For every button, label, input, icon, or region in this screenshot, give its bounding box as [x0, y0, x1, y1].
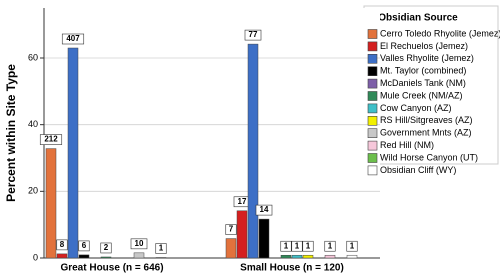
- data-label-box: [61, 33, 85, 45]
- data-label-box: [78, 240, 90, 252]
- bar: [78, 254, 90, 259]
- data-label: 1: [284, 241, 289, 250]
- bar: [247, 43, 259, 259]
- legend-swatch: [367, 116, 378, 126]
- bar: [67, 47, 79, 259]
- data-label: 1: [159, 244, 164, 253]
- x-tick-label: Small House (n = 120): [240, 263, 344, 274]
- y-tick-label: 60: [28, 52, 38, 62]
- data-label: 77: [249, 30, 258, 39]
- bar: [155, 257, 167, 259]
- legend-label: McDaniels Tank (NM): [380, 78, 466, 88]
- data-label: 17: [238, 197, 247, 206]
- data-label: 2: [104, 243, 109, 252]
- bar: [225, 238, 237, 259]
- data-label-box: [39, 134, 63, 145]
- bar: [280, 254, 292, 259]
- legend-swatch: [367, 29, 378, 39]
- bar: [291, 254, 303, 259]
- data-label-box: [346, 240, 358, 252]
- data-label-box: [291, 240, 303, 252]
- legend-label: Obsidian Cliff (WY): [380, 165, 456, 175]
- legend-label: RS Hill/Sitgreaves (AZ): [380, 115, 473, 125]
- data-label: 6: [82, 241, 87, 250]
- legend-swatch: [367, 128, 378, 138]
- legend-swatch: [367, 165, 378, 176]
- y-tick-label: 20: [28, 186, 38, 196]
- data-label: 407: [66, 34, 80, 43]
- data-label-box: [130, 238, 148, 250]
- y-tick-label: 40: [28, 119, 38, 129]
- legend-swatch: [367, 103, 378, 114]
- bar: [133, 252, 145, 259]
- data-label: 1: [350, 241, 355, 250]
- bar: [258, 218, 270, 259]
- bar: [324, 254, 336, 259]
- legend-swatch: [367, 41, 378, 52]
- data-label-box: [56, 239, 68, 251]
- data-label: 8: [60, 240, 65, 249]
- data-label-box: [255, 204, 273, 216]
- data-label: 10: [135, 239, 144, 248]
- legend-label: Mt. Taylor (combined): [380, 66, 466, 76]
- legend-box: [363, 5, 499, 165]
- data-label-box: [225, 224, 237, 235]
- legend-label: Cow Canyon (AZ): [380, 103, 452, 113]
- bar: [236, 210, 248, 259]
- y-tick-label: 0: [33, 252, 38, 262]
- data-label-box: [280, 240, 292, 252]
- legend-title: Obsidian Source: [378, 13, 458, 24]
- x-tick-label: Great House (n = 646): [60, 263, 163, 274]
- bar: [346, 254, 358, 259]
- legend-swatch: [367, 78, 378, 89]
- legend-swatch: [367, 153, 378, 163]
- data-label: 1: [306, 241, 311, 250]
- legend-label: Red Hill (NM): [380, 140, 434, 150]
- bar: [302, 254, 314, 259]
- data-label-box: [100, 242, 112, 254]
- data-label-box: [324, 240, 336, 252]
- legend-swatch: [367, 53, 378, 64]
- legend-swatch: [367, 91, 378, 101]
- data-label: 7: [229, 225, 234, 234]
- data-label: 1: [328, 241, 333, 250]
- data-label-box: [302, 240, 314, 252]
- data-label: 212: [44, 135, 58, 144]
- bar: [100, 256, 112, 259]
- legend-label: Government Mnts (AZ): [380, 128, 472, 138]
- data-label-box: [244, 29, 262, 41]
- data-label: 14: [260, 205, 269, 214]
- data-label-box: [155, 243, 167, 254]
- legend-label: Valles Rhyolite (Jemez): [380, 53, 474, 63]
- bar: [56, 253, 68, 259]
- y-axis-label: Percent within Site Type: [4, 64, 18, 202]
- plot-area: [44, 8, 380, 258]
- data-label: 1: [295, 241, 300, 250]
- legend-label: Wild Horse Canyon (UT): [380, 152, 478, 162]
- legend-label: Mule Creek (NM/AZ): [380, 90, 463, 100]
- legend-label: El Rechuelos (Jemez): [380, 41, 468, 51]
- bar: [45, 148, 57, 259]
- legend-swatch: [367, 66, 378, 76]
- legend-label: Cerro Toledo Rhyolite (Jemez): [380, 28, 500, 38]
- legend-swatch: [367, 140, 378, 151]
